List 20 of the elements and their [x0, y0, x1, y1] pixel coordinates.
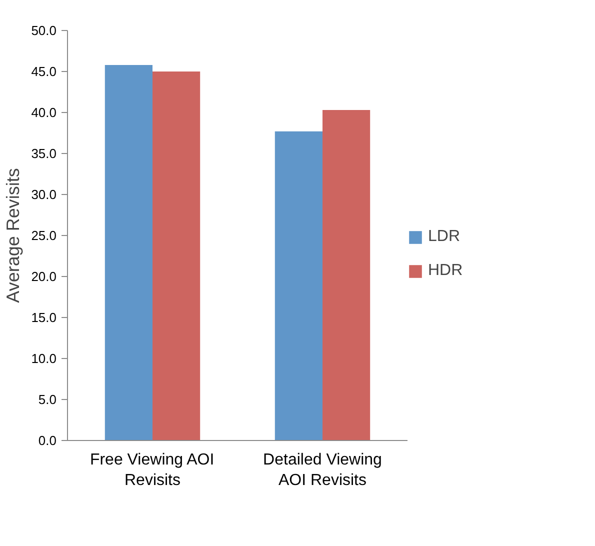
legend-label: LDR: [428, 228, 460, 246]
bar: [322, 110, 370, 440]
y-tick-label: 0.0: [38, 433, 57, 448]
y-tick-label: 10.0: [31, 351, 57, 366]
y-tick-label: 35.0: [31, 146, 57, 161]
y-tick-label: 15.0: [31, 310, 57, 325]
y-tick-label: 5.0: [38, 392, 57, 407]
y-tick-label: 20.0: [31, 269, 57, 284]
y-tick-label: 25.0: [31, 228, 57, 243]
x-tick-label: Free Viewing AOI Revisits: [90, 452, 214, 489]
bar: [104, 64, 152, 440]
y-axis-title: Average Revisits: [3, 168, 24, 303]
y-tick-label: 45.0: [31, 64, 57, 79]
y-tick-label: 40.0: [31, 105, 57, 120]
bar: [152, 72, 200, 440]
bar: [274, 131, 322, 440]
legend-label: HDR: [428, 262, 463, 280]
y-tick-label: 50.0: [31, 23, 57, 38]
x-tick-label: Detailed Viewing AOI Revisits: [263, 452, 382, 489]
y-tick-label: 30.0: [31, 187, 57, 202]
